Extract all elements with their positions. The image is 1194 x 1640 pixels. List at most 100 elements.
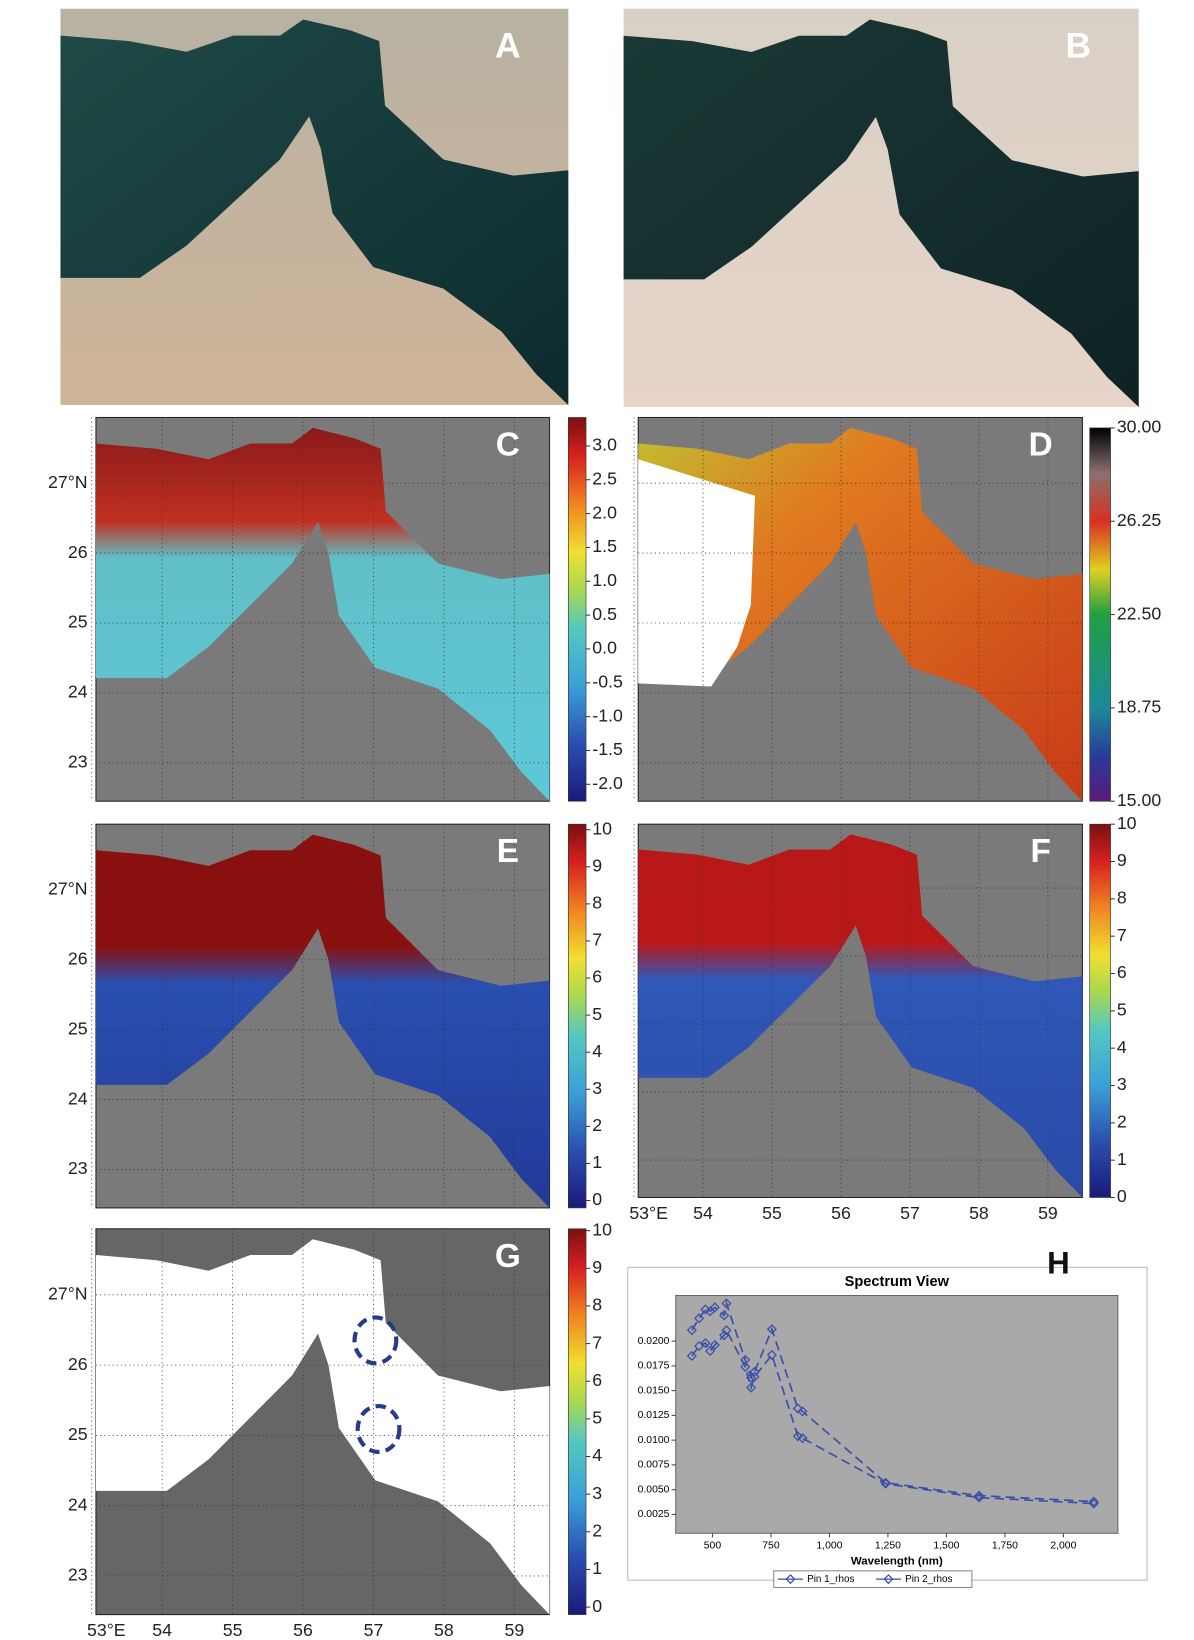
y-tick-label: 0.0100 (638, 1435, 670, 1446)
lat-tick-label: 27°N (48, 879, 88, 899)
colorbar-tick-label: 1 (592, 1558, 602, 1578)
lon-tick-label: 56 (831, 1203, 851, 1223)
colorbar-tick-label: 9 (1117, 850, 1127, 870)
x-tick-label: 1,250 (875, 1541, 901, 1552)
colorbar-tick-label: 2.5 (592, 468, 617, 488)
lon-tick-label: 53°E (87, 1620, 126, 1640)
panel-label: A (495, 26, 521, 66)
colorbar-tick-label: 1 (592, 1152, 602, 1172)
colorbar (568, 824, 586, 1208)
colorbar-tick-label: 22.50 (1117, 603, 1161, 623)
lon-tick-label: 55 (223, 1620, 243, 1640)
lon-tick-label: 56 (293, 1620, 313, 1640)
colorbar-tick-label: 6 (592, 1370, 602, 1390)
colorbar-tick-label: 8 (592, 893, 602, 913)
lat-tick-label: 25 (68, 612, 88, 632)
colorbar-tick-label: 9 (592, 855, 602, 875)
x-tick-label: 500 (704, 1541, 722, 1552)
lat-tick-label: 27°N (48, 472, 88, 492)
colorbar-tick-label: 6 (1117, 962, 1127, 982)
x-tick-label: 750 (762, 1541, 780, 1552)
colorbar-tick-label: -1.0 (592, 705, 623, 725)
colorbar-tick-label: 7 (592, 1332, 602, 1352)
legend-label: Pin 1_rhos (807, 1574, 854, 1585)
colorbar-tick-label: 7 (592, 930, 602, 950)
y-tick-label: 0.0175 (638, 1361, 670, 1372)
x-tick-label: 2,000 (1050, 1541, 1076, 1552)
colorbar-tick-label: 2 (1117, 1112, 1127, 1132)
colorbar-tick-label: 0.0 (592, 638, 617, 658)
colorbar-tick-label: 10 (592, 1219, 612, 1239)
colorbar-tick-label: 4 (1117, 1037, 1127, 1057)
colorbar-tick-label: 7 (1117, 925, 1127, 945)
panel-label: G (495, 1238, 521, 1275)
colorbar-tick-label: 30.00 (1117, 417, 1161, 437)
y-tick-label: 0.0200 (638, 1336, 670, 1347)
colorbar (568, 1229, 586, 1615)
lon-tick-label: 59 (504, 1620, 524, 1640)
page: AB27°N26252423C3.02.52.01.51.00.50.0-0.5… (0, 0, 1194, 1640)
lat-tick-label: 24 (68, 1494, 88, 1514)
panel-label: B (1065, 26, 1091, 66)
panel-label: D (1029, 426, 1053, 463)
panel-label: E (497, 833, 519, 870)
lat-tick-label: 23 (68, 751, 88, 771)
colorbar-tick-label: -1.5 (592, 739, 623, 759)
colorbar-tick-label: 1.0 (592, 570, 617, 590)
lat-tick-label: 25 (68, 1018, 88, 1038)
colorbar-tick-label: 5 (592, 1408, 602, 1428)
figure: AB27°N26252423C3.02.52.01.51.00.50.0-0.5… (0, 0, 1194, 1640)
lon-tick-label: 57 (364, 1620, 384, 1640)
lon-tick-label: 59 (1038, 1203, 1058, 1223)
colorbar-tick-label: 3.0 (592, 435, 617, 455)
y-tick-label: 0.0025 (638, 1509, 670, 1520)
colorbar-tick-label: 2 (592, 1520, 602, 1540)
panel-label: H (1047, 1246, 1070, 1281)
panel-label: F (1031, 833, 1051, 870)
colorbar-tick-label: 1.5 (592, 536, 617, 556)
lat-tick-label: 25 (68, 1424, 88, 1444)
colorbar-tick-label: 4 (592, 1445, 602, 1465)
x-tick-label: 1,000 (816, 1541, 842, 1552)
lat-tick-label: 23 (68, 1565, 88, 1585)
colorbar-tick-label: 8 (592, 1295, 602, 1315)
lon-tick-label: 58 (969, 1203, 989, 1223)
lat-tick-label: 27°N (48, 1284, 88, 1304)
lon-tick-label: 58 (434, 1620, 454, 1640)
colorbar-tick-label: 26.25 (1117, 510, 1161, 530)
colorbar-tick-label: 0 (592, 1189, 602, 1209)
colorbar-tick-label: 6 (592, 967, 602, 987)
colorbar-tick-label: 0 (592, 1596, 602, 1616)
colorbar-tick-label: 4 (592, 1041, 602, 1061)
colorbar-tick-label: 2.0 (592, 502, 617, 522)
plot-area (676, 1296, 1118, 1534)
colorbar-tick-label: 2 (592, 1115, 602, 1135)
y-tick-label: 0.0075 (638, 1460, 670, 1471)
panel-label: C (496, 426, 520, 463)
lat-tick-label: 24 (68, 682, 88, 702)
colorbar-tick-label: -2.0 (592, 773, 623, 793)
lat-tick-label: 26 (68, 1354, 88, 1374)
lon-tick-label: 54 (152, 1620, 172, 1640)
lon-tick-label: 54 (693, 1203, 713, 1223)
x-tick-label: 1,750 (992, 1541, 1018, 1552)
colorbar-tick-label: -0.5 (592, 671, 623, 691)
colorbar-tick-label: 3 (592, 1078, 602, 1098)
y-tick-label: 0.0050 (638, 1484, 670, 1495)
colorbar (1090, 428, 1111, 801)
colorbar-tick-label: 10 (592, 818, 612, 838)
colorbar-tick-label: 9 (592, 1257, 602, 1277)
colorbar-tick-label: 0 (1117, 1186, 1127, 1206)
colorbar (568, 417, 586, 801)
chart-title: Spectrum View (845, 1274, 950, 1290)
lat-tick-label: 26 (68, 948, 88, 968)
lon-tick-label: 57 (900, 1203, 920, 1223)
legend-label: Pin 2_rhos (905, 1574, 952, 1585)
lon-tick-label: 55 (762, 1203, 782, 1223)
colorbar-tick-label: 3 (592, 1483, 602, 1503)
colorbar-tick-label: 5 (592, 1004, 602, 1024)
colorbar-tick-label: 3 (1117, 1074, 1127, 1094)
x-axis-label: Wavelength (nm) (851, 1555, 943, 1567)
colorbar-tick-label: 1 (1117, 1149, 1127, 1169)
colorbar-tick-label: 0.5 (592, 604, 617, 624)
